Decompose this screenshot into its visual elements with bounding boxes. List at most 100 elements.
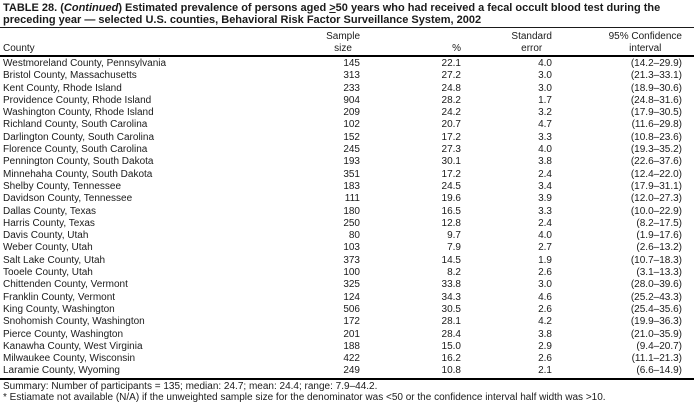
county-cell: Kent County, Rhode Island	[3, 82, 122, 94]
standard-error-cell: 3.3	[538, 205, 552, 217]
standard-error-cell: 1.7	[538, 94, 552, 106]
table-row: Davidson County, Tennessee 111 19.6 3.9 (12.…	[0, 193, 694, 205]
county-cell: Darlington County, South Carolina	[3, 131, 155, 143]
stderr-header-line1: Standard	[511, 31, 552, 43]
confidence-interval-cell: (17.9–30.5)	[630, 107, 682, 119]
confidence-interval-cell: (25.4–35.6)	[630, 303, 682, 315]
sample-size-cell: 193	[343, 156, 360, 168]
standard-error-cell: 3.0	[538, 82, 552, 94]
table-row: Florence County, South Carolina 245 27.3 4.…	[0, 144, 694, 156]
confidence-interval-cell: (10.7–18.3)	[630, 254, 682, 266]
county-cell: Dallas County, Texas	[3, 205, 97, 217]
county-cell: Salt Lake County, Utah	[3, 254, 106, 266]
county-cell: Florence County, South Carolina	[3, 144, 148, 156]
percent-cell: 7.9	[447, 242, 461, 254]
confidence-interval-cell: (12.4–22.0)	[630, 168, 682, 180]
percent-cell: 15.0	[441, 340, 461, 352]
sample-size-column-header: Sample size	[315, 27, 371, 58]
confidence-interval-cell: (19.3–35.2)	[630, 144, 682, 156]
county-cell: Weber County, Utah	[3, 242, 93, 254]
title-continued-label: Continued	[63, 2, 119, 14]
sample-size-cell: 145	[343, 58, 360, 69]
sample-size-cell: 233	[343, 82, 360, 94]
table-row: Davis County, Utah 80 9.7 4.0 (1.9–17.6)	[0, 230, 694, 242]
sample-header-line2: size	[334, 42, 352, 54]
footnote-line: * Estiamate not available (N/A) if the u…	[3, 392, 606, 404]
percent-cell: 17.2	[441, 131, 461, 143]
table-row: Minnehaha County, South Dakota 351 17.2 2.4…	[0, 169, 694, 181]
confidence-interval-cell: (11.6–29.8)	[631, 119, 682, 131]
sample-size-cell: 351	[343, 168, 360, 180]
title-text-2: ) Estimated prevalence of persons aged	[118, 2, 330, 14]
standard-error-cell: 4.0	[538, 230, 552, 242]
percent-column-header: %	[371, 27, 471, 58]
county-cell: Pierce County, Washington	[3, 328, 124, 340]
ci-header-line1: 95% Confidence	[608, 31, 682, 43]
table-row: Tooele County, Utah 100 8.2 2.6 (3.1–13.3)	[0, 267, 694, 279]
percent-cell: 12.8	[441, 217, 461, 229]
sample-size-cell: 201	[343, 328, 360, 340]
confidence-interval-cell: (19.9–36.3)	[630, 316, 682, 328]
confidence-interval-cell: (10.0–22.9)	[630, 205, 682, 217]
county-cell: Pennington County, South Dakota	[3, 156, 154, 168]
confidence-interval-cell: (25.2–43.3)	[630, 291, 682, 303]
confidence-interval-cell: (24.8–31.6)	[630, 94, 682, 106]
sample-size-cell: 313	[343, 70, 360, 82]
sample-size-cell: 249	[315, 365, 371, 380]
standard-error-cell: 3.3	[538, 131, 552, 143]
sample-size-cell: 152	[343, 131, 360, 143]
table-row: Kent County, Rhode Island 233 24.8 3.0 (18.9…	[0, 83, 694, 95]
prevalence-table: County Sample size % Standard error 95% Co…	[0, 27, 694, 380]
percent-cell: 20.7	[441, 119, 461, 131]
county-cell: Chittenden County, Vermont	[3, 279, 128, 291]
greater-equal-symbol: >	[329, 2, 336, 14]
county-cell: Washington County, Rhode Island	[3, 107, 154, 119]
percent-cell: 14.5	[441, 254, 461, 266]
county-cell: Milwaukee County, Wisconsin	[3, 353, 136, 365]
sample-size-cell: 80	[348, 230, 360, 242]
table-row: Shelby County, Tennessee 183 24.5 3.4 (17.9–…	[0, 181, 694, 193]
table-row: King County, Washington 506 30.5 2.6 (25.4–3…	[0, 304, 694, 316]
percent-cell: 27.3	[441, 144, 461, 156]
percent-cell: 30.5	[441, 303, 461, 315]
confidence-interval-cell: (9.4–20.7)	[636, 340, 682, 352]
county-cell: Franklin County, Vermont	[3, 291, 116, 303]
header-row: County Sample size % Standard error 95% Co…	[0, 27, 694, 58]
standard-error-cell: 3.0	[538, 70, 552, 82]
table-row: Chittenden County, Vermont 325 33.8 3.0 (28.…	[0, 279, 694, 291]
table-row: Franklin County, Vermont 124 34.3 4.6 (25.2–…	[0, 292, 694, 304]
percent-cell: 28.4	[441, 328, 461, 340]
confidence-interval-cell: (21.3–33.1)	[630, 70, 682, 82]
stderr-header-line2: error	[521, 42, 543, 54]
table-row: Harris County, Texas 250 12.8 2.4 (8.2–17.5)	[0, 218, 694, 230]
table-row: Pierce County, Washington 201 28.4 3.8 (21.0…	[0, 329, 694, 341]
percent-cell: 24.8	[441, 82, 461, 94]
county-cell: Minnehaha County, South Dakota	[3, 168, 153, 180]
sample-size-cell: 172	[343, 316, 360, 328]
table-row: Pennington County, South Dakota 193 30.1 3.…	[0, 156, 694, 168]
county-cell: Laramie County, Wyoming	[0, 365, 315, 380]
table-row: Salt Lake County, Utah 373 14.5 1.9 (10.7–18…	[0, 255, 694, 267]
confidence-interval-cell: (22.6–37.6)	[630, 156, 682, 168]
standard-error-cell: 2.1	[471, 365, 564, 380]
standard-error-cell: 1.9	[538, 254, 552, 266]
sample-size-cell: 373	[343, 254, 360, 266]
sample-size-cell: 506	[343, 303, 360, 315]
percent-cell: 8.2	[447, 267, 461, 279]
percent-cell: 33.8	[441, 279, 461, 291]
confidence-interval-cell: (8.2–17.5)	[636, 217, 682, 229]
standard-error-cell: 3.2	[538, 107, 552, 119]
percent-cell: 22.1	[441, 58, 461, 69]
county-cell: Providence County, Rhode Island	[3, 94, 152, 106]
standard-error-cell: 3.8	[538, 156, 552, 168]
standard-error-cell: 2.6	[538, 267, 552, 279]
confidence-interval-cell: (12.0–27.3)	[630, 193, 682, 205]
sample-size-cell: 100	[343, 267, 360, 279]
title-text-1: TABLE 28. (	[3, 2, 64, 14]
standard-error-cell: 2.6	[538, 353, 552, 365]
table-body: Westmoreland County, Pennsylvania 145 22.1…	[0, 56, 694, 380]
standard-error-cell: 3.4	[538, 180, 552, 192]
county-cell: Davidson County, Tennessee	[3, 193, 133, 205]
county-cell: Bristol County, Massachusetts	[3, 70, 137, 82]
